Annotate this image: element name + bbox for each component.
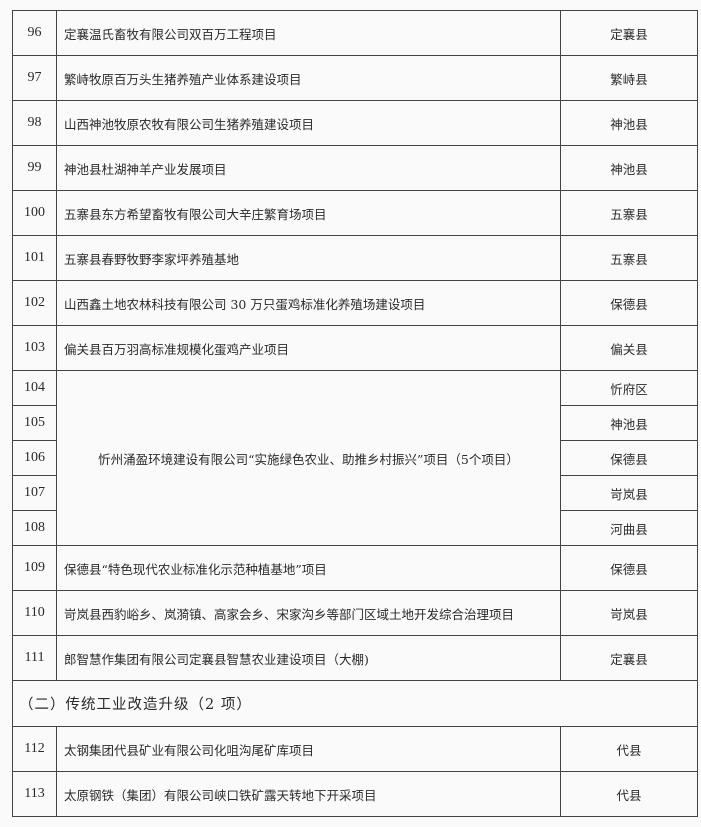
table-row: 108 河曲县 <box>12 510 698 546</box>
project-name-merged: 忻州涌盈环境建设有限公司“实施绿色农业、助推乡村振兴”项目（5个项目） <box>56 370 561 546</box>
row-number: 109 <box>12 545 57 591</box>
county: 岢岚县 <box>560 475 698 511</box>
row-number: 96 <box>12 10 57 56</box>
table-row: 105 神池县 <box>12 405 698 441</box>
county: 繁峙县 <box>560 55 698 101</box>
table-row: 96 定襄温氏畜牧有限公司双百万工程项目 定襄县 <box>12 10 698 56</box>
row-number: 103 <box>12 325 57 371</box>
county: 保德县 <box>560 545 698 591</box>
project-name: 定襄温氏畜牧有限公司双百万工程项目 <box>56 10 561 56</box>
row-number: 113 <box>12 771 57 817</box>
county: 代县 <box>560 726 698 772</box>
county: 神池县 <box>560 145 698 191</box>
county: 岢岚县 <box>560 590 698 636</box>
project-name: 山西神池牧原农牧有限公司生猪养殖建设项目 <box>56 100 561 146</box>
row-number: 107 <box>12 475 57 511</box>
project-name: 五寨县东方希望畜牧有限公司大辛庄繁育场项目 <box>56 190 561 236</box>
county: 偏关县 <box>560 325 698 371</box>
county: 定襄县 <box>560 635 698 681</box>
table-row: 113 太原钢铁（集团）有限公司峡口铁矿露天转地下开采项目 代县 <box>12 771 698 817</box>
row-number: 112 <box>12 726 57 772</box>
table-row: 112 太钢集团代县矿业有限公司化咀沟尾矿库项目 代县 <box>12 726 698 772</box>
county: 神池县 <box>560 405 698 441</box>
county: 代县 <box>560 771 698 817</box>
table-row: 109 保德县“特色现代农业标准化示范种植基地”项目 保德县 <box>12 545 698 591</box>
row-number: 98 <box>12 100 57 146</box>
table-row: 106 保德县 <box>12 440 698 476</box>
county: 保德县 <box>560 440 698 476</box>
project-table: 96 定襄温氏畜牧有限公司双百万工程项目 定襄县 97 繁峙牧原百万头生猪养殖产业体系建… <box>12 10 698 817</box>
row-number: 106 <box>12 440 57 476</box>
row-number: 99 <box>12 145 57 191</box>
project-name: 太原钢铁（集团）有限公司峡口铁矿露天转地下开采项目 <box>56 771 561 817</box>
table-row: 111 郎智慧作集团有限公司定襄县智慧农业建设项目（大棚) 定襄县 <box>12 635 698 681</box>
project-name: 繁峙牧原百万头生猪养殖产业体系建设项目 <box>56 55 561 101</box>
table-row: 101 五寨县春野牧野李家坪养殖基地 五寨县 <box>12 235 698 281</box>
county: 河曲县 <box>560 510 698 546</box>
row-number: 111 <box>12 635 57 681</box>
county: 五寨县 <box>560 235 698 281</box>
county: 保德县 <box>560 280 698 326</box>
project-name: 五寨县春野牧野李家坪养殖基地 <box>56 235 561 281</box>
table-row: 97 繁峙牧原百万头生猪养殖产业体系建设项目 繁峙县 <box>12 55 698 101</box>
county: 五寨县 <box>560 190 698 236</box>
project-name: 偏关县百万羽高标准规模化蛋鸡产业项目 <box>56 325 561 371</box>
table-row: 104 忻州涌盈环境建设有限公司“实施绿色农业、助推乡村振兴”项目（5个项目） 忻府… <box>12 370 698 546</box>
row-number: 100 <box>12 190 57 236</box>
project-name: 岢岚县西豹峪乡、岚漪镇、高家会乡、宋家沟乡等部门区域土地开发综合治理项目 <box>56 590 561 636</box>
row-number: 110 <box>12 590 57 636</box>
row-number: 104 <box>12 370 57 406</box>
table-row: 103 偏关县百万羽高标准规模化蛋鸡产业项目 偏关县 <box>12 325 698 371</box>
table-row: 98 山西神池牧原农牧有限公司生猪养殖建设项目 神池县 <box>12 100 698 146</box>
section-heading: （二）传统工业改造升级（2 项） <box>12 680 698 727</box>
project-name: 神池县杜湖神羊产业发展项目 <box>56 145 561 191</box>
row-number: 102 <box>12 280 57 326</box>
county: 忻府区 <box>560 370 698 406</box>
table-row: 102 山西鑫土地农林科技有限公司 30 万只蛋鸡标准化养殖场建设项目 保德县 <box>12 280 698 326</box>
project-name: 保德县“特色现代农业标准化示范种植基地”项目 <box>56 545 561 591</box>
table-row: 100 五寨县东方希望畜牧有限公司大辛庄繁育场项目 五寨县 <box>12 190 698 236</box>
table-row: 110 岢岚县西豹峪乡、岚漪镇、高家会乡、宋家沟乡等部门区域土地开发综合治理项目岢… <box>12 590 698 636</box>
row-number: 97 <box>12 55 57 101</box>
table-row: 99 神池县杜湖神羊产业发展项目 神池县 <box>12 145 698 191</box>
project-name: 太钢集团代县矿业有限公司化咀沟尾矿库项目 <box>56 726 561 772</box>
county: 神池县 <box>560 100 698 146</box>
section-row: （二）传统工业改造升级（2 项） <box>12 680 698 727</box>
county: 定襄县 <box>560 10 698 56</box>
project-name: 山西鑫土地农林科技有限公司 30 万只蛋鸡标准化养殖场建设项目 <box>56 280 561 326</box>
row-number: 108 <box>12 510 57 546</box>
row-number: 101 <box>12 235 57 281</box>
table-row: 107 岢岚县 <box>12 475 698 511</box>
project-name: 郎智慧作集团有限公司定襄县智慧农业建设项目（大棚) <box>56 635 561 681</box>
row-number: 105 <box>12 405 57 441</box>
